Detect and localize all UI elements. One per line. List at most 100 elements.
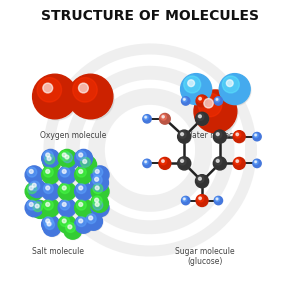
- Circle shape: [79, 153, 83, 157]
- Circle shape: [178, 131, 191, 143]
- Circle shape: [59, 184, 76, 201]
- Circle shape: [46, 153, 50, 157]
- Circle shape: [47, 222, 51, 226]
- Circle shape: [92, 196, 102, 206]
- Circle shape: [44, 184, 53, 194]
- Circle shape: [222, 76, 239, 93]
- Circle shape: [254, 160, 258, 164]
- Circle shape: [159, 158, 171, 169]
- Circle shape: [160, 158, 171, 169]
- Circle shape: [60, 167, 70, 177]
- Circle shape: [182, 98, 190, 105]
- Circle shape: [63, 153, 72, 163]
- Circle shape: [76, 200, 86, 210]
- Circle shape: [234, 132, 241, 138]
- Circle shape: [145, 161, 147, 163]
- Circle shape: [160, 114, 170, 124]
- Circle shape: [178, 157, 191, 170]
- Circle shape: [26, 167, 44, 184]
- Circle shape: [76, 151, 86, 160]
- Circle shape: [27, 184, 37, 194]
- Circle shape: [213, 130, 226, 143]
- Circle shape: [183, 98, 185, 100]
- Circle shape: [143, 159, 151, 167]
- Circle shape: [234, 132, 245, 143]
- Circle shape: [76, 184, 93, 201]
- Circle shape: [33, 74, 77, 119]
- Circle shape: [79, 186, 83, 190]
- Circle shape: [59, 200, 76, 217]
- Circle shape: [46, 169, 50, 173]
- Circle shape: [60, 217, 70, 226]
- Circle shape: [89, 216, 93, 220]
- Circle shape: [215, 98, 220, 102]
- Circle shape: [35, 204, 39, 208]
- Circle shape: [143, 115, 152, 123]
- Circle shape: [182, 196, 190, 205]
- Circle shape: [92, 196, 109, 213]
- Circle shape: [44, 220, 61, 237]
- Circle shape: [95, 169, 99, 173]
- Circle shape: [199, 197, 201, 200]
- Circle shape: [75, 215, 92, 233]
- Circle shape: [42, 199, 59, 217]
- Circle shape: [46, 202, 50, 206]
- Circle shape: [253, 133, 261, 141]
- Circle shape: [59, 167, 76, 184]
- Circle shape: [58, 199, 76, 217]
- Circle shape: [198, 93, 222, 117]
- Circle shape: [181, 74, 212, 104]
- Circle shape: [214, 97, 223, 105]
- Circle shape: [43, 184, 60, 201]
- Circle shape: [30, 181, 40, 191]
- Circle shape: [253, 159, 261, 167]
- Circle shape: [46, 186, 50, 190]
- Circle shape: [233, 158, 245, 169]
- Circle shape: [33, 202, 43, 212]
- Circle shape: [95, 177, 99, 181]
- Circle shape: [42, 149, 59, 167]
- Circle shape: [60, 200, 70, 210]
- Circle shape: [92, 184, 110, 201]
- Circle shape: [62, 169, 66, 173]
- Circle shape: [65, 155, 69, 159]
- Circle shape: [44, 200, 53, 210]
- Circle shape: [234, 158, 245, 169]
- Circle shape: [188, 80, 194, 87]
- Circle shape: [160, 114, 166, 120]
- Circle shape: [199, 115, 201, 118]
- Circle shape: [204, 98, 213, 108]
- Circle shape: [43, 153, 61, 171]
- Circle shape: [72, 78, 114, 120]
- Circle shape: [214, 196, 223, 205]
- Circle shape: [58, 149, 76, 167]
- Circle shape: [62, 186, 66, 190]
- Circle shape: [162, 116, 164, 118]
- Circle shape: [79, 169, 83, 173]
- Circle shape: [194, 90, 237, 133]
- Circle shape: [58, 166, 76, 184]
- Circle shape: [178, 130, 191, 143]
- Circle shape: [25, 199, 43, 217]
- Circle shape: [83, 160, 87, 164]
- Circle shape: [32, 202, 50, 219]
- Circle shape: [92, 175, 109, 192]
- Circle shape: [79, 156, 97, 174]
- Circle shape: [214, 158, 222, 165]
- Circle shape: [226, 80, 233, 87]
- Circle shape: [92, 175, 102, 185]
- Circle shape: [143, 115, 151, 123]
- Circle shape: [160, 113, 170, 124]
- Text: Sugar molecule
(glucose): Sugar molecule (glucose): [175, 247, 235, 266]
- Circle shape: [91, 195, 108, 212]
- Circle shape: [44, 154, 61, 171]
- Circle shape: [143, 160, 152, 168]
- Circle shape: [43, 151, 60, 168]
- Circle shape: [254, 133, 261, 141]
- Circle shape: [68, 74, 113, 119]
- Circle shape: [29, 202, 33, 206]
- Circle shape: [27, 200, 37, 210]
- Circle shape: [28, 180, 46, 198]
- Circle shape: [75, 149, 92, 167]
- Circle shape: [196, 113, 209, 126]
